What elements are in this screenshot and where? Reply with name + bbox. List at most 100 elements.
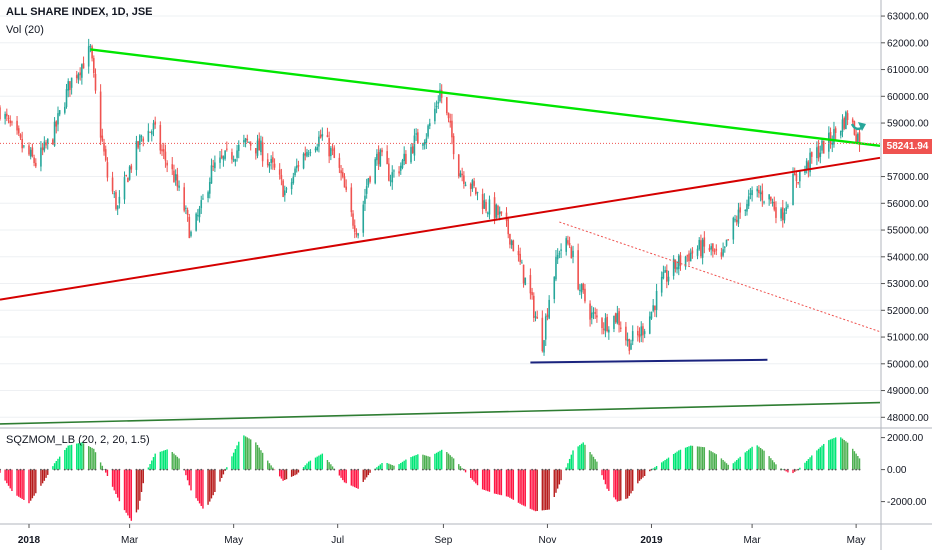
candle-body (379, 149, 382, 167)
y-tick-label: 48000.00 (887, 413, 929, 424)
candle (52, 138, 54, 145)
squeeze-dot (176, 468, 179, 471)
candle (137, 140, 139, 150)
candle-body (35, 162, 37, 167)
momentum-bar (594, 459, 596, 470)
squeeze-dot (834, 468, 837, 471)
momentum-bar (186, 469, 189, 481)
momentum-bar (330, 464, 332, 470)
candle-body (243, 140, 245, 143)
momentum-bar (318, 455, 320, 470)
momentum-bar (782, 469, 784, 470)
squeeze-dot (152, 468, 155, 471)
candle-body (457, 154, 460, 177)
candle-body (87, 46, 90, 67)
momentum-bar (642, 469, 644, 478)
momentum-bar (785, 469, 787, 472)
candle-body (708, 247, 711, 251)
squeeze-dot (589, 468, 591, 471)
candle (590, 305, 593, 325)
symbol-title[interactable]: ALL SHARE INDEX, 1D, JSE (6, 6, 153, 18)
momentum-bar (365, 469, 368, 478)
candle-body (475, 187, 477, 194)
momentum-bar (475, 469, 477, 484)
candle (686, 254, 689, 262)
volume-legend[interactable]: Vol (20) (6, 24, 44, 36)
candle-body (497, 205, 499, 216)
momentum-bar (700, 446, 702, 470)
momentum-bar (833, 438, 835, 470)
candle (642, 323, 644, 343)
squeeze-dot (640, 468, 643, 471)
candle (509, 233, 511, 249)
candle-body (570, 247, 573, 259)
squeeze-dot (827, 468, 830, 471)
candle-body (604, 318, 607, 332)
momentum-bar (304, 465, 306, 470)
candle-body (268, 163, 271, 167)
candle-body (176, 174, 179, 187)
candle-body (410, 147, 412, 163)
candle-body (249, 142, 252, 146)
squeeze-dot (804, 468, 806, 471)
candle (128, 165, 131, 181)
candle (7, 114, 10, 124)
squeeze-dot (701, 468, 704, 471)
candle (162, 142, 165, 160)
candle-body (616, 312, 619, 324)
candle-body (642, 326, 644, 336)
squeeze-dot (422, 468, 424, 471)
candle (437, 95, 440, 109)
candle (292, 172, 295, 185)
candle-body (834, 128, 837, 133)
squeeze-dot (732, 468, 735, 471)
x-tick-label: Mar (121, 535, 139, 546)
momentum-bar (69, 445, 71, 470)
candle (493, 192, 496, 225)
momentum-bar (794, 469, 796, 472)
candle-body (226, 148, 228, 150)
momentum-bar (221, 469, 223, 478)
indicator-legend[interactable]: SQZMOM_LB (20, 2, 20, 1.5) (6, 434, 150, 446)
momentum-bar (500, 469, 503, 496)
candle-body (451, 120, 453, 138)
candle (534, 311, 537, 322)
candle (364, 188, 366, 211)
momentum-bar (81, 442, 83, 470)
momentum-bar (688, 446, 690, 470)
momentum-bar (142, 469, 144, 484)
momentum-bar (23, 469, 25, 500)
candle-body (463, 175, 465, 184)
candle (214, 155, 216, 172)
candle-body (118, 196, 121, 204)
candle (703, 231, 706, 254)
momentum-bar (727, 464, 729, 470)
candle-body (652, 305, 654, 311)
squeeze-dot (0, 468, 1, 471)
momentum-bar (534, 469, 537, 512)
candle (113, 191, 116, 199)
candle-body (531, 292, 533, 296)
squeeze-dot (326, 468, 329, 471)
candle (780, 207, 782, 222)
candle (188, 213, 191, 239)
candle (614, 312, 617, 324)
squeeze-dots (0, 468, 861, 471)
x-tick-label: May (224, 535, 243, 546)
candle-body (770, 196, 772, 201)
candle-body (343, 176, 346, 188)
momentum-bar (369, 469, 371, 473)
squeeze-dot (70, 468, 73, 471)
candle (582, 282, 585, 294)
squeeze-dot (807, 468, 810, 471)
candle (125, 174, 128, 177)
squeeze-dot (401, 468, 404, 471)
momentum-bar (473, 469, 475, 482)
candle (459, 170, 462, 178)
candle-body (434, 108, 436, 122)
candle (207, 190, 209, 203)
candle-body (795, 173, 798, 182)
candle-body (53, 121, 56, 146)
squeeze-dot (749, 468, 752, 471)
